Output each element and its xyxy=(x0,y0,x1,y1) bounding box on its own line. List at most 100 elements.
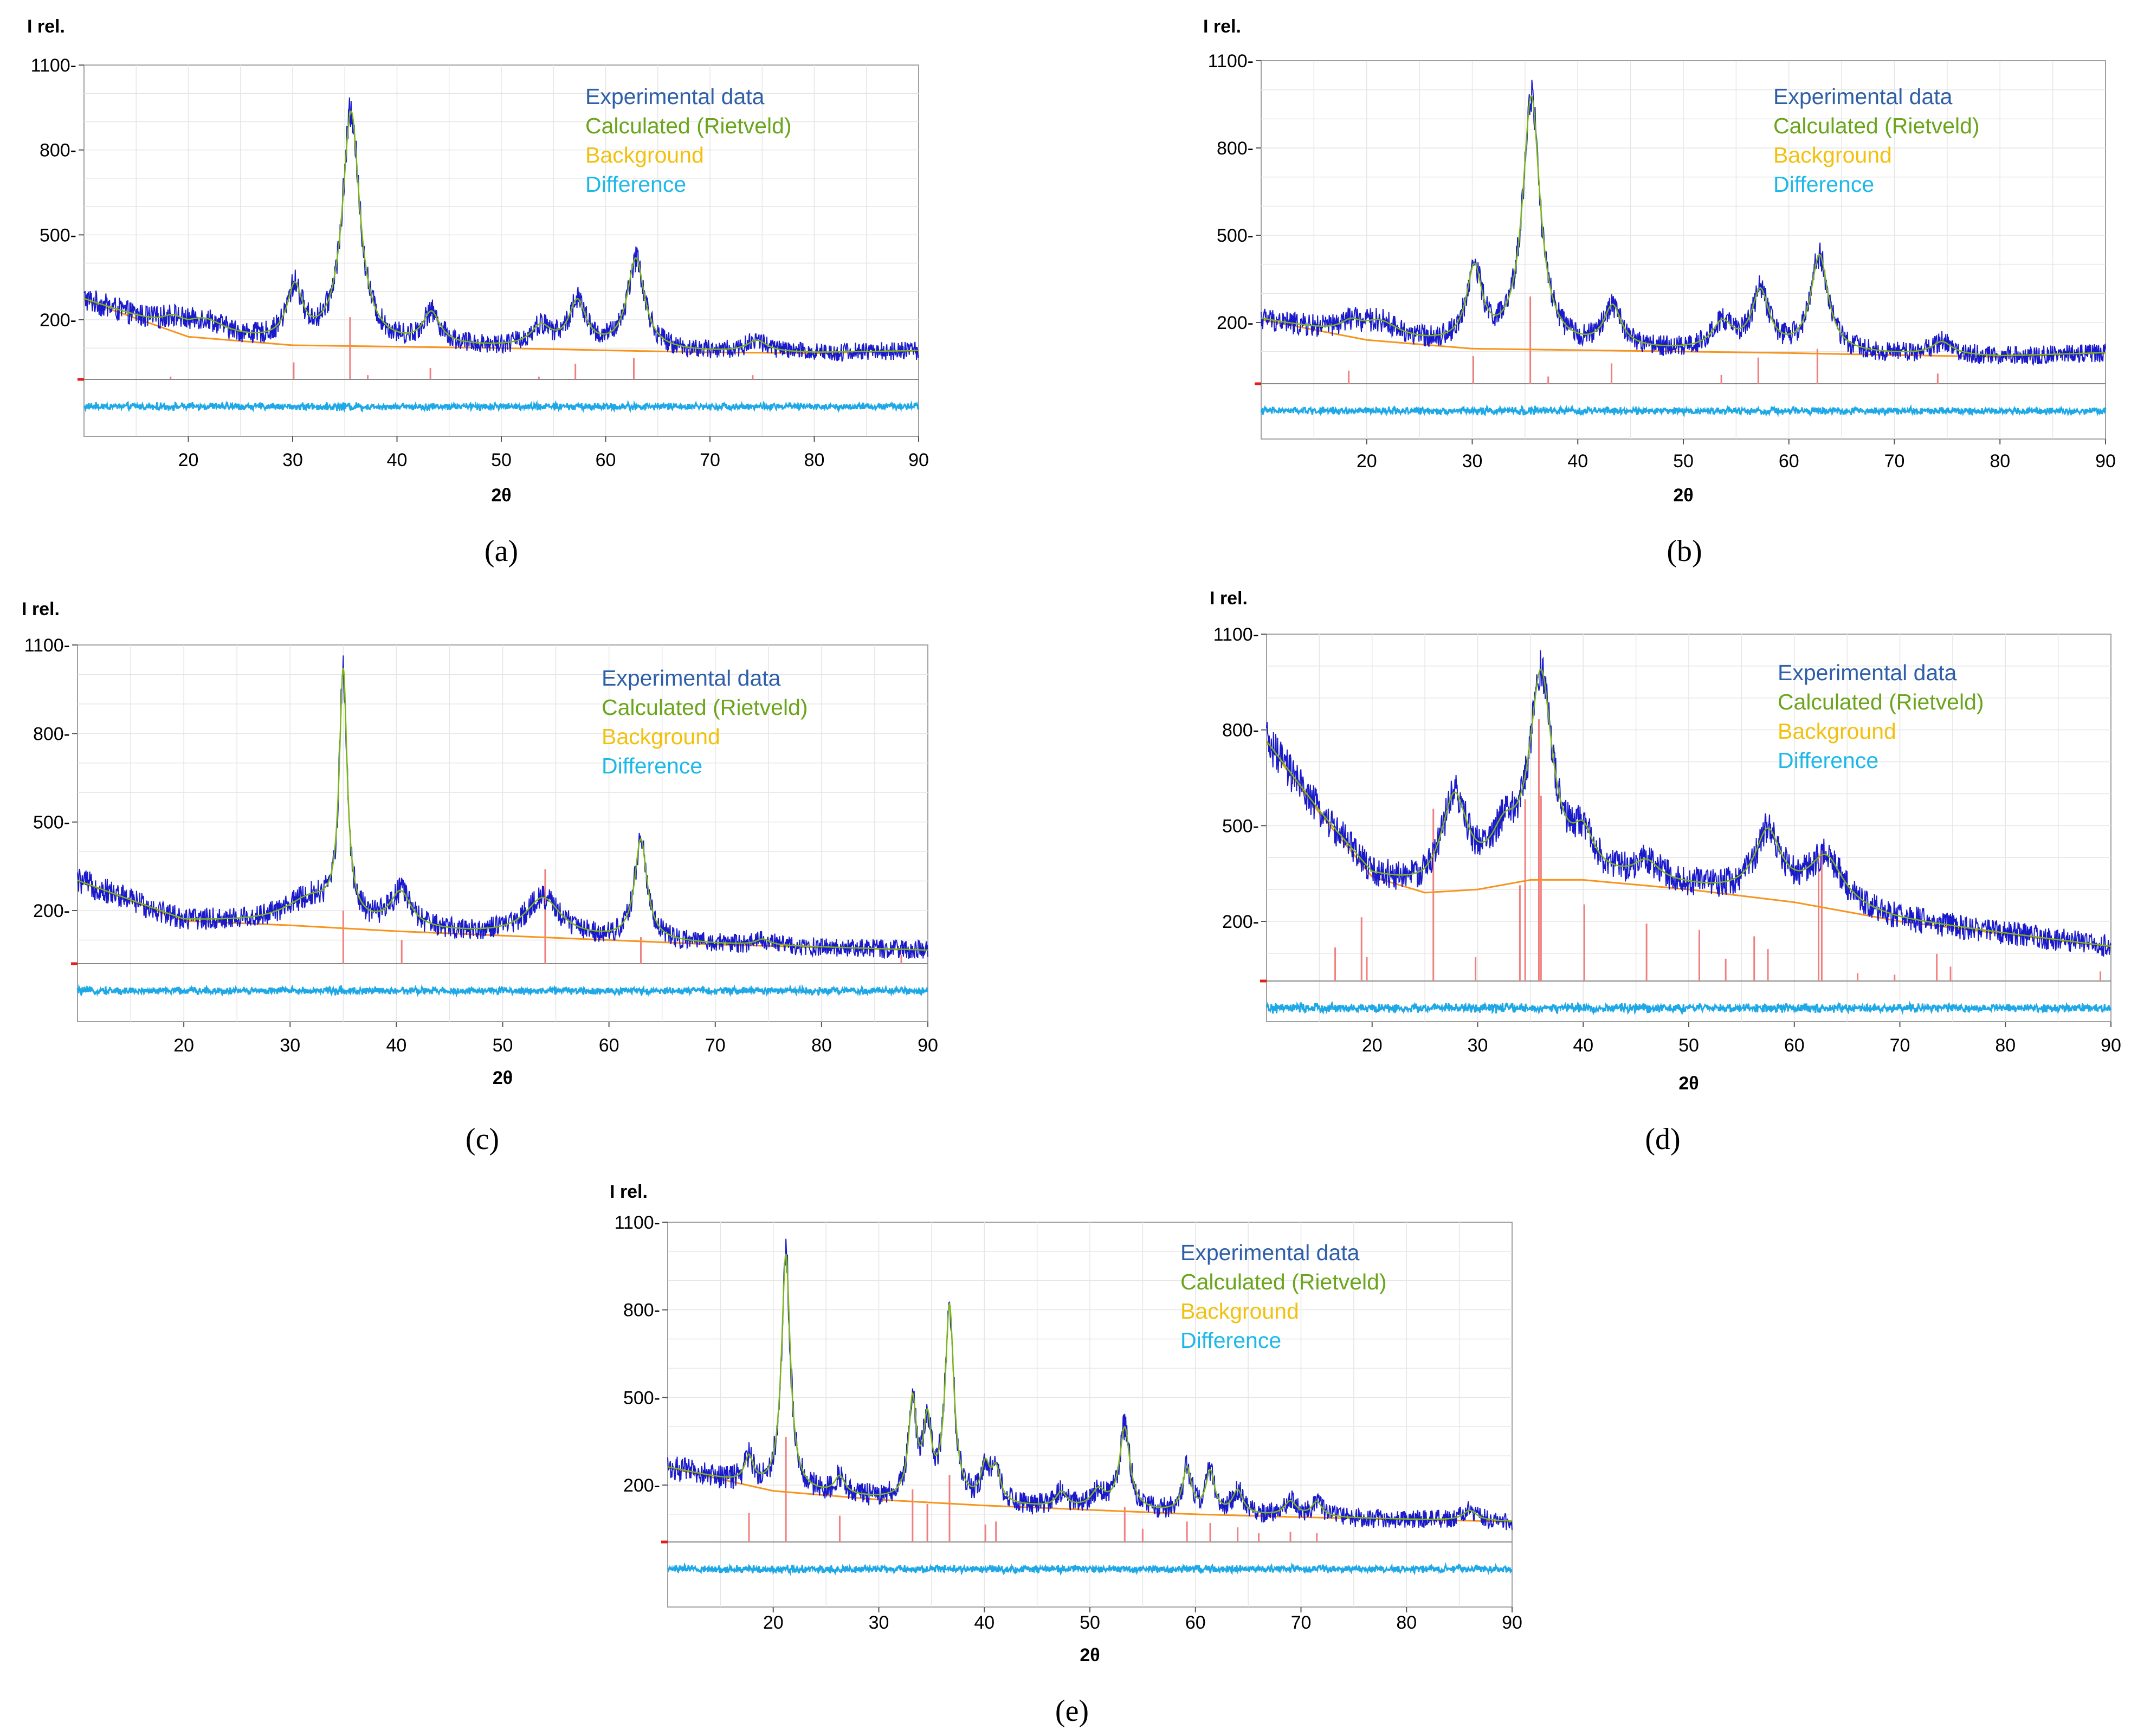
y-tick-label: 800- xyxy=(33,724,70,744)
y-tick-label: 200- xyxy=(40,310,76,331)
y-tick-label: 800- xyxy=(40,140,76,161)
panel-label: (c) xyxy=(466,1122,499,1156)
y-tick-label: 200- xyxy=(33,901,70,921)
x-tick-label: 90 xyxy=(1502,1612,1522,1633)
x-tick-label: 80 xyxy=(1396,1612,1417,1633)
x-tick-label: 90 xyxy=(918,1035,938,1056)
legend-background: Background xyxy=(1773,143,1892,167)
background-curve xyxy=(83,299,919,354)
legend-difference: Difference xyxy=(602,753,702,778)
x-tick-label: 50 xyxy=(1673,451,1694,472)
x-tick-label: 30 xyxy=(280,1035,300,1056)
x-tick-label: 80 xyxy=(1990,451,2010,472)
panel-label: (e) xyxy=(1055,1694,1089,1728)
legend-background: Background xyxy=(585,143,704,167)
y-tick-label: 1100- xyxy=(1213,624,1259,645)
calculated-curve xyxy=(1266,668,2111,947)
x-tick-label: 40 xyxy=(386,1035,406,1056)
x-tick-label: 50 xyxy=(491,450,512,470)
x-tick-label: 70 xyxy=(1291,1612,1312,1633)
x-tick-label: 20 xyxy=(173,1035,194,1056)
panel-label: (d) xyxy=(1645,1122,1680,1156)
y-axis-title: I rel. xyxy=(610,1182,648,1202)
y-tick-label: 800- xyxy=(1222,720,1259,741)
panel-c: 200- 500- 800- 1100- 20 30 40 50 60 70 80 90 I rel. 2… xyxy=(22,599,938,1156)
legend-background: Background xyxy=(1778,719,1896,744)
y-axis-title: I rel. xyxy=(1203,16,1241,37)
y-tick-label: 500- xyxy=(623,1387,660,1408)
y-tick-label: 200- xyxy=(623,1475,660,1496)
y-tick-label: 800- xyxy=(1217,138,1254,159)
legend-experimental: Experimental data xyxy=(602,666,781,690)
experimental-curve xyxy=(1266,650,2111,957)
y-tick-label: 500- xyxy=(33,812,70,833)
legend-calculated: Calculated (Rietveld) xyxy=(1778,689,1984,714)
legend-calculated: Calculated (Rietveld) xyxy=(1180,1269,1387,1294)
legend-difference: Difference xyxy=(1180,1328,1281,1353)
calculated-curve xyxy=(667,1254,1513,1522)
y-axis-title: I rel. xyxy=(1210,588,1248,609)
x-tick-label: 80 xyxy=(811,1035,832,1056)
x-tick-label: 50 xyxy=(493,1035,513,1056)
legend-experimental: Experimental data xyxy=(1778,660,1957,685)
y-tick-label: 1100- xyxy=(31,55,76,76)
x-tick-label: 50 xyxy=(1678,1035,1699,1056)
legend-difference: Difference xyxy=(585,172,686,197)
x-tick-label: 70 xyxy=(700,450,720,470)
y-tick-label: 200- xyxy=(1222,912,1259,932)
experimental-curve xyxy=(667,1238,1513,1531)
y-tick-label: 500- xyxy=(40,225,76,246)
calculated-curve xyxy=(83,110,919,353)
y-tick-label: 1100- xyxy=(24,635,70,656)
x-tick-label: 60 xyxy=(596,450,616,470)
x-tick-label: 40 xyxy=(974,1612,995,1633)
legend-experimental: Experimental data xyxy=(1180,1240,1360,1265)
x-tick-label: 20 xyxy=(178,450,199,470)
y-tick-label: 1100- xyxy=(615,1212,660,1233)
panel-e: 200- 500- 800- 1100- 20 30 40 50 60 70 80 90 I rel. 2… xyxy=(610,1182,1522,1728)
x-tick-label: 30 xyxy=(869,1612,889,1633)
x-tick-label: 20 xyxy=(1362,1035,1383,1056)
x-tick-label: 30 xyxy=(1468,1035,1488,1056)
x-tick-label: 60 xyxy=(1779,451,1799,472)
y-tick-label: 500- xyxy=(1222,816,1259,836)
x-tick-label: 90 xyxy=(2101,1035,2121,1056)
x-tick-label: 20 xyxy=(1357,451,1377,472)
panel-d: 200- 500- 800- 1100- 20 30 40 50 60 70 80 90 I rel. 2… xyxy=(1210,588,2121,1156)
difference-curve xyxy=(1265,1001,2112,1016)
x-axis-title: 2θ xyxy=(1673,485,1693,506)
x-tick-label: 60 xyxy=(1784,1035,1805,1056)
x-tick-label: 80 xyxy=(804,450,825,470)
x-tick-label: 70 xyxy=(1884,451,1905,472)
x-axis-title: 2θ xyxy=(491,485,511,506)
legend-calculated: Calculated (Rietveld) xyxy=(602,695,808,720)
legend-difference: Difference xyxy=(1773,172,1874,197)
x-axis-title: 2θ xyxy=(1080,1645,1100,1666)
x-tick-label: 30 xyxy=(1462,451,1483,472)
difference-curve xyxy=(76,984,928,998)
x-tick-label: 40 xyxy=(1573,1035,1593,1056)
y-tick-label: 1100- xyxy=(1208,51,1254,72)
panel-label: (a) xyxy=(485,534,518,568)
legend-experimental: Experimental data xyxy=(585,84,765,109)
difference-curve xyxy=(667,1562,1513,1576)
x-tick-label: 90 xyxy=(2095,451,2116,472)
x-tick-label: 70 xyxy=(705,1035,726,1056)
calculated-curve xyxy=(1261,94,2106,357)
calculated-curve xyxy=(77,668,928,951)
x-axis-title: 2θ xyxy=(493,1068,513,1088)
x-tick-label: 40 xyxy=(1567,451,1588,472)
x-tick-label: 50 xyxy=(1080,1612,1100,1633)
difference-curve xyxy=(1260,404,2107,418)
experimental-curve xyxy=(77,655,928,959)
x-axis-title: 2θ xyxy=(1678,1073,1699,1094)
legend-calculated: Calculated (Rietveld) xyxy=(585,113,792,138)
panel-label: (b) xyxy=(1667,534,1702,568)
legend-experimental: Experimental data xyxy=(1773,84,1953,109)
panel-b: 200- 500- 800- 1100- 20 30 40 50 60 70 80 90 I rel. 2… xyxy=(1203,16,2116,568)
x-tick-label: 20 xyxy=(763,1612,784,1633)
x-tick-label: 60 xyxy=(599,1035,619,1056)
legend-calculated: Calculated (Rietveld) xyxy=(1773,113,1980,138)
panel-a: 200- 500- 800- 1100- 20 30 40 50 60 70 80 90 I rel. 2… xyxy=(27,16,929,568)
